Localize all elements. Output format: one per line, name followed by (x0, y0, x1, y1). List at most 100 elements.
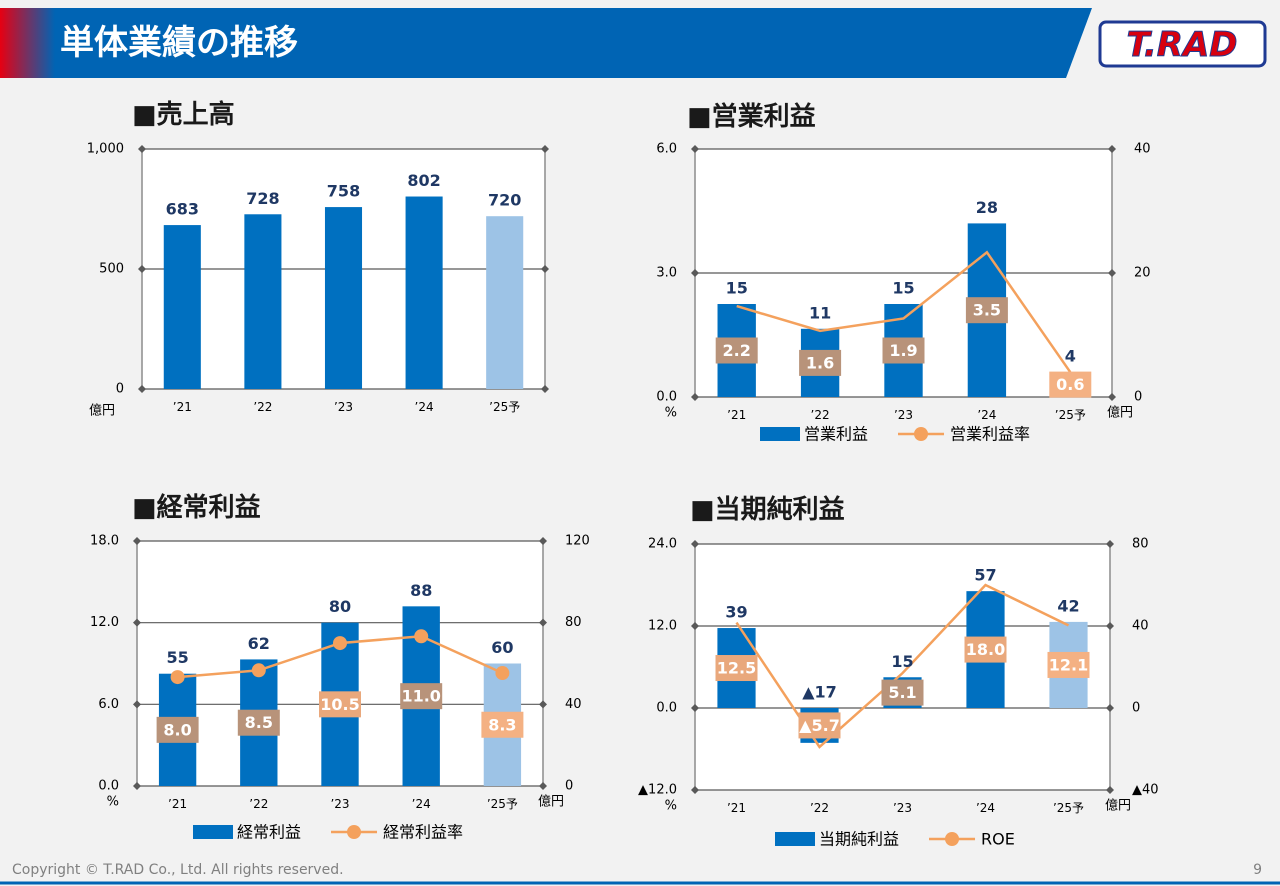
y-tick-label: 500 (99, 262, 124, 277)
y-tick-label: ▲12.0 (638, 783, 677, 798)
line-value-label: 18.0 (966, 640, 1005, 659)
axis-diamond (539, 618, 547, 627)
bar-value-label: 42 (1057, 596, 1079, 615)
axis-diamond (138, 145, 146, 153)
line-marker (333, 636, 347, 651)
page-number: 9 (1253, 862, 1262, 878)
page-title: 単体業績の推移 (60, 23, 298, 63)
axis-diamond (539, 537, 547, 545)
line-value-label: 1.6 (806, 353, 834, 372)
y2-tick-label: ▲40 (1132, 783, 1159, 798)
chart-title: ■営業利益 (687, 102, 816, 132)
y-tick-label: 18.0 (90, 534, 119, 549)
x-tick-label: ’25予 (1055, 408, 1086, 422)
x-tick-label: ’23 (893, 801, 912, 815)
bar-value-label: 15 (726, 279, 748, 298)
chart-title: ■当期純利益 (690, 494, 845, 525)
line-marker (251, 663, 266, 678)
line-label-box (965, 297, 1008, 324)
x-tick-label: ’21 (727, 408, 746, 422)
bar-value-label: 88 (410, 581, 432, 600)
line-value-label: 8.0 (163, 720, 191, 739)
copyright: Copyright © T.RAD Co., Ltd. All rights r… (12, 862, 344, 878)
bar (163, 225, 201, 389)
line-value-label: 5.1 (888, 683, 916, 702)
axis-diamond (691, 786, 699, 794)
line-label-box (882, 337, 925, 364)
y-tick-label: 6.0 (656, 142, 677, 157)
line-value-label: 2.2 (723, 341, 751, 360)
axis-diamond (691, 540, 699, 548)
line-label-box (881, 679, 924, 706)
x-tick-label: ’22 (249, 797, 268, 811)
x-tick-label: ’21 (168, 797, 187, 811)
x-tick-label: ’24 (412, 797, 431, 811)
bar-value-label: 55 (166, 648, 188, 667)
axis-diamond (1106, 622, 1114, 630)
chart-title: ■売上高 (132, 99, 235, 130)
line-marker (495, 666, 510, 681)
axis-diamond (133, 618, 141, 627)
x-tick-label: ’21 (173, 400, 192, 414)
bar-value-label: 60 (491, 638, 513, 657)
line-label-box (715, 655, 758, 682)
axis-diamond (133, 537, 141, 545)
x-tick-label: ’24 (977, 408, 996, 422)
y-tick-label: 0 (116, 382, 124, 397)
axis-diamond (138, 385, 146, 393)
legend-marker (914, 427, 929, 441)
y-unit: % (107, 795, 119, 810)
bar (405, 196, 443, 389)
y-tick-label: 0.0 (656, 701, 677, 716)
axis-diamond (541, 265, 549, 273)
x-tick-label: ’23 (894, 408, 913, 422)
y-unit: 億円 (89, 403, 115, 419)
bar-value-label: 720 (488, 191, 521, 210)
legend-label: 営業利益 (804, 425, 868, 444)
line-label-box (715, 337, 758, 364)
bar-value-label: 728 (246, 189, 279, 208)
axis-diamond (133, 700, 141, 709)
legend-swatch (760, 427, 800, 441)
legend-label: ROE (981, 830, 1015, 849)
x-tick-label: ’25予 (1053, 801, 1084, 815)
line-label-box (798, 712, 841, 739)
y-tick-label: 1,000 (87, 142, 124, 157)
legend-label: 営業利益率 (950, 425, 1030, 444)
axis-diamond (691, 704, 699, 712)
bar-value-label: ▲17 (802, 683, 837, 702)
x-tick-label: ’24 (976, 801, 995, 815)
line-value-label: 12.5 (717, 659, 756, 678)
line-label-box (481, 711, 524, 738)
y-tick-label: 0.0 (656, 390, 677, 405)
axis-diamond (1106, 540, 1114, 548)
axis-diamond (539, 782, 547, 790)
line-label-box (237, 709, 280, 736)
line-label-box (799, 349, 842, 376)
y2-tick-label: 0 (565, 779, 573, 794)
line-marker (170, 670, 185, 685)
bar-value-label: 15 (892, 279, 914, 298)
logo-frame (1098, 20, 1267, 68)
line-label-box (964, 636, 1007, 663)
bar-value-label: 4 (1065, 347, 1076, 366)
axis-diamond (1108, 393, 1116, 401)
bar-value-label: 28 (976, 198, 998, 217)
bar-value-label: 57 (974, 566, 996, 585)
axis-diamond (691, 269, 699, 277)
bar-value-label: 683 (166, 200, 199, 219)
line-value-label: 8.5 (245, 713, 273, 732)
x-tick-label: ’23 (334, 400, 353, 414)
axis-diamond (691, 145, 699, 153)
line-label-box (1049, 371, 1092, 398)
axis-diamond (541, 145, 549, 153)
y2-tick-label: 40 (565, 697, 582, 712)
line (736, 250, 1072, 373)
header-bar (0, 8, 1092, 78)
line-value-label: 11.0 (401, 687, 440, 706)
x-tick-label: ’21 (727, 801, 746, 815)
x-tick-label: ’25予 (487, 797, 518, 811)
axis-diamond (1106, 704, 1114, 712)
axis-diamond (541, 385, 549, 393)
